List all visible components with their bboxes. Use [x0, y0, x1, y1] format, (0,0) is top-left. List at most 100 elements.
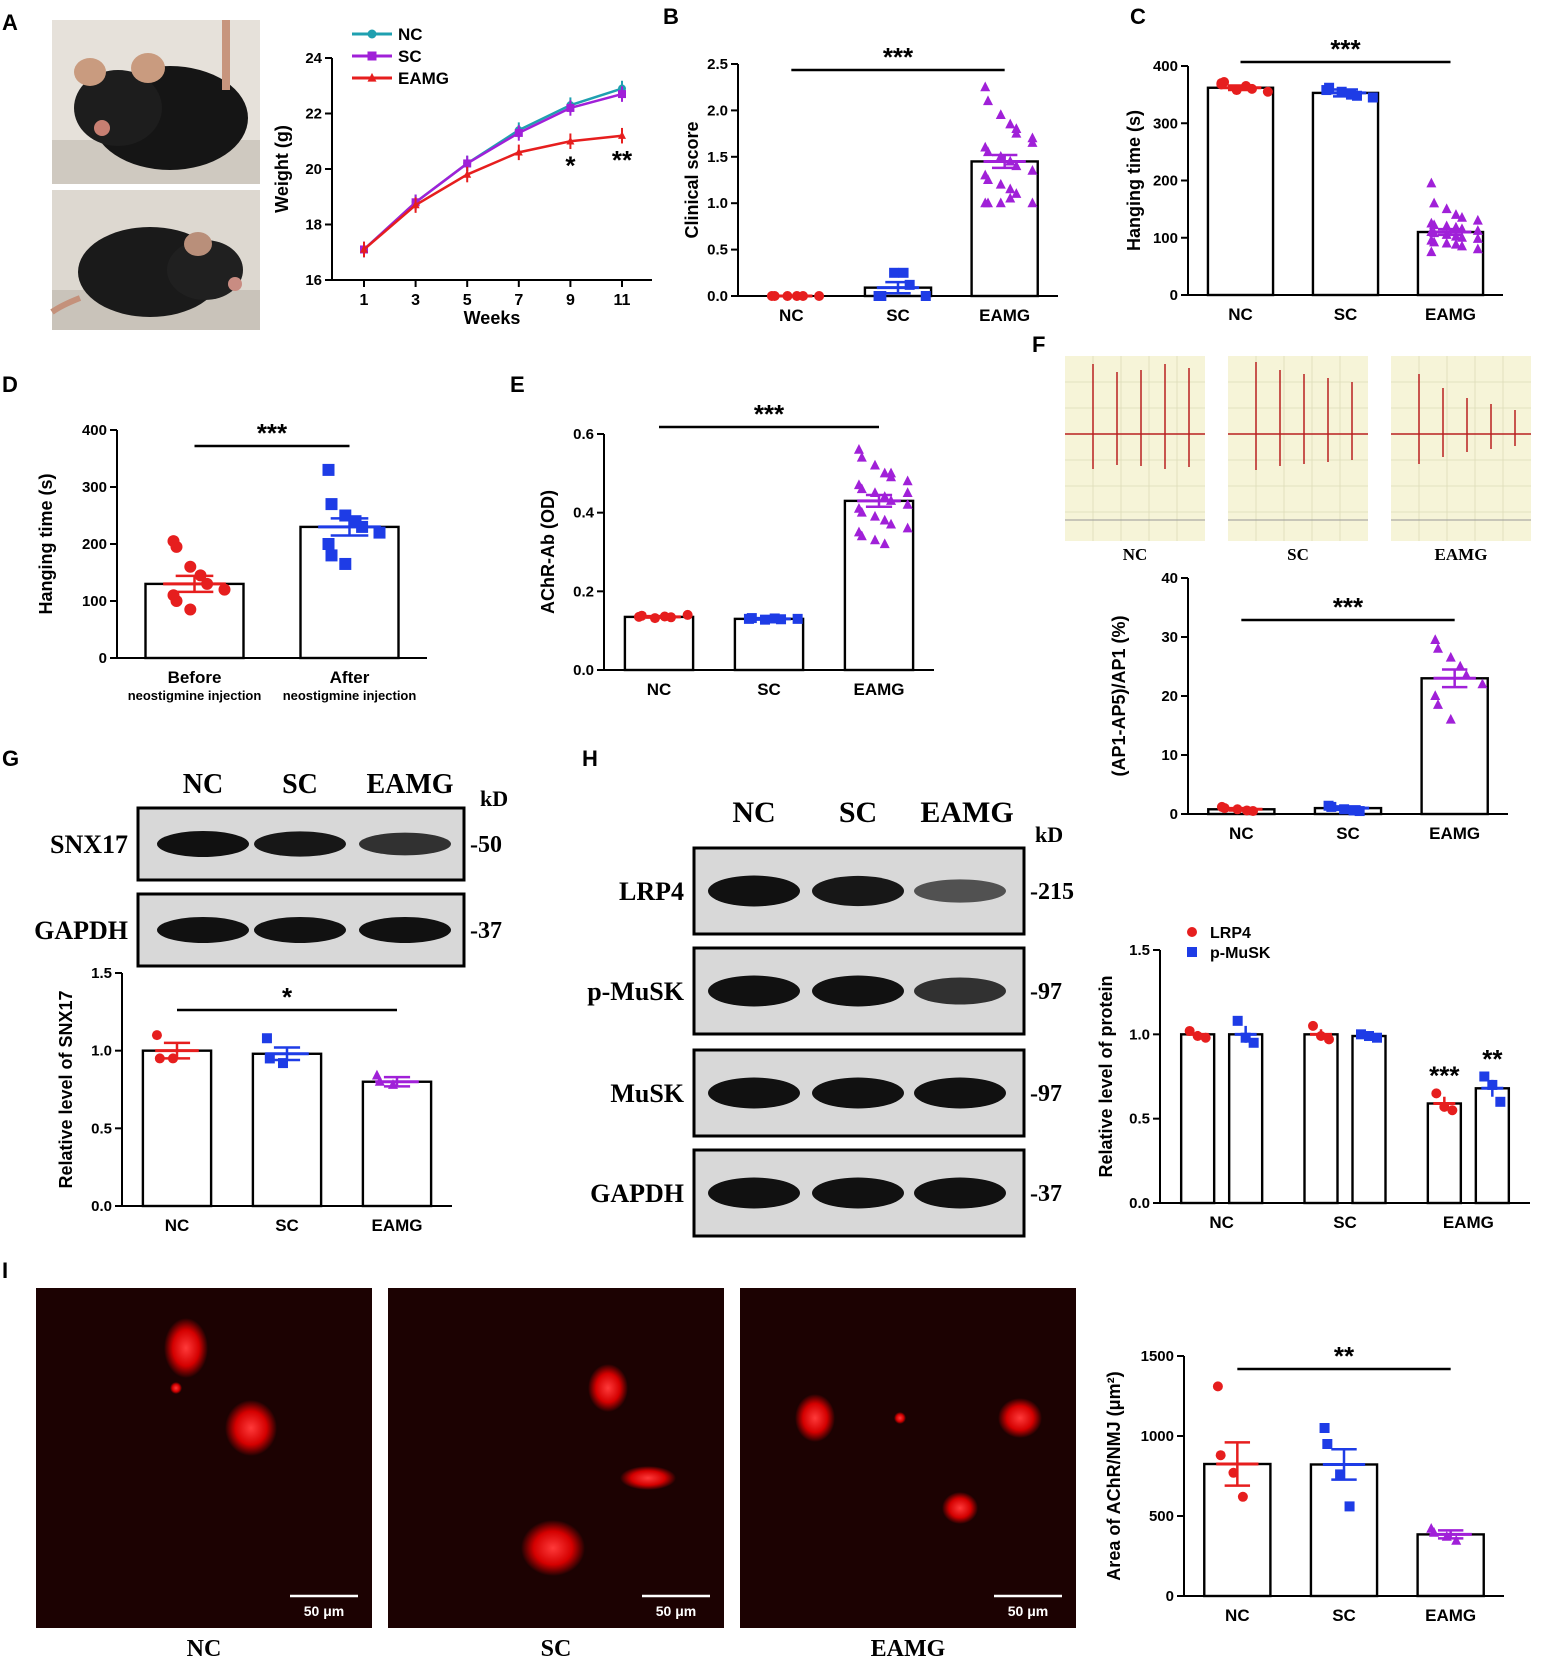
significance-label: *** — [883, 42, 914, 72]
y-tick-label: 22 — [305, 106, 322, 123]
bar-eamg — [1420, 677, 1489, 816]
blot-band — [359, 832, 451, 856]
x-tick-label: NC — [1225, 1606, 1250, 1625]
scale-bar-label: 50 μm — [1008, 1603, 1048, 1619]
data-point — [1429, 236, 1440, 247]
bar-before — [144, 582, 245, 660]
y-tick-label: 30 — [1161, 629, 1178, 646]
x-tick-label: EAMG — [1425, 1606, 1476, 1625]
image-label: SC — [541, 1636, 572, 1660]
data-point — [1472, 225, 1483, 235]
data-point — [1356, 1029, 1366, 1040]
data-point — [856, 483, 867, 494]
y-tick-label: 1.0 — [1129, 1026, 1150, 1043]
panel-letter-f: F — [1032, 332, 1045, 357]
y-tick-label: 1.5 — [707, 149, 728, 166]
data-point — [856, 530, 867, 541]
y-tick-label: 400 — [1153, 58, 1178, 75]
x-tick-label: EAMG — [1443, 1213, 1494, 1232]
blot-row-label: GAPDH — [590, 1179, 684, 1208]
legend-marker — [1187, 927, 1197, 937]
y-tick-label: 100 — [82, 593, 107, 610]
bar-eamg — [1416, 230, 1485, 297]
bar-nc-p-musk — [1227, 1033, 1264, 1205]
data-point — [1431, 1088, 1442, 1099]
data-point — [1319, 1423, 1330, 1433]
significance-label: * — [565, 151, 576, 181]
data-point — [792, 613, 803, 624]
blot-row-label: LRP4 — [619, 877, 684, 906]
data-point — [463, 169, 472, 178]
significance-label: ** — [1334, 1341, 1355, 1371]
data-point — [1450, 238, 1461, 249]
data-point — [1430, 690, 1441, 700]
data-point — [1324, 1034, 1334, 1045]
data-point — [322, 538, 335, 550]
data-point — [218, 583, 231, 596]
data-point — [814, 291, 825, 301]
data-point — [995, 178, 1006, 189]
panel-letter-b: B — [663, 4, 679, 29]
legend-marker — [1187, 947, 1197, 957]
data-point — [1322, 1439, 1333, 1449]
series-line-eamg — [363, 134, 623, 251]
y-tick-label: 1500 — [1141, 1348, 1174, 1365]
y-tick-label: 0 — [1170, 287, 1178, 304]
blot-band — [914, 1077, 1006, 1109]
bar-sc — [733, 617, 805, 672]
x-tick-label: After — [330, 668, 370, 687]
blot-band — [914, 977, 1006, 1005]
data-point — [983, 95, 994, 106]
data-point — [1011, 123, 1022, 133]
y-tick-label: 0.0 — [707, 288, 728, 305]
significance-label: * — [282, 982, 293, 1012]
significance-label: *** — [754, 399, 785, 429]
blot-band — [914, 1177, 1006, 1209]
data-point — [1450, 209, 1461, 219]
chart-clinical-score: 0.0 0.5 1.0 1.5 2.0 2.5 NC SC EAMG *** Clinical sc… — [682, 42, 1058, 325]
data-point — [277, 1058, 288, 1069]
y-axis-label: AChR-Ab (OD) — [538, 490, 558, 614]
x-tick-label: NC — [1229, 824, 1254, 843]
data-point — [1456, 211, 1467, 222]
y-tick-label: 0.2 — [573, 583, 594, 600]
y-tick-label: 1000 — [1141, 1428, 1174, 1445]
data-point — [154, 1053, 165, 1064]
x-tick-label: EAMG — [372, 1216, 423, 1235]
data-point — [1429, 197, 1440, 208]
x-tick-label: EAMG — [1429, 824, 1480, 843]
blot-kd-value: -97 — [1030, 1081, 1062, 1107]
legend-label: p-MuSK — [1210, 945, 1271, 962]
data-point — [886, 518, 897, 529]
data-point — [325, 498, 338, 511]
data-point — [373, 526, 386, 539]
data-point — [264, 1053, 275, 1064]
data-point — [1426, 246, 1437, 257]
blot-kd-value: -97 — [1030, 979, 1062, 1005]
data-point — [1005, 118, 1016, 129]
panel-letter-g: G — [2, 746, 19, 771]
x-tick-label: NC — [165, 1216, 190, 1235]
data-point — [1215, 1450, 1226, 1461]
image-label: EAMG — [871, 1636, 946, 1660]
data-point — [983, 174, 994, 184]
nmj-stain — [795, 1394, 835, 1442]
data-point — [1005, 183, 1016, 194]
blot-band — [812, 1077, 904, 1109]
data-point — [879, 514, 890, 525]
western-blot-g: NC SC EAMG kD SNX17 -50 GAPDH -37 — [34, 769, 508, 968]
nmj-stain — [942, 1492, 978, 1524]
blot-band — [157, 831, 249, 857]
y-tick-label: 300 — [1153, 115, 1178, 132]
bar-eamg — [843, 499, 915, 672]
data-point — [184, 603, 197, 616]
fluorescence-images: 50 μm NC 50 μm SC 50 μm EAMG — [36, 1288, 1076, 1660]
data-point — [1367, 92, 1378, 103]
y-tick-label: 2.0 — [707, 102, 728, 119]
data-point — [1477, 678, 1488, 689]
data-point — [1472, 214, 1483, 225]
data-point — [1027, 137, 1038, 147]
y-tick-label: 0.6 — [573, 426, 594, 443]
data-point — [411, 200, 420, 209]
nmj-stain — [170, 1382, 182, 1394]
